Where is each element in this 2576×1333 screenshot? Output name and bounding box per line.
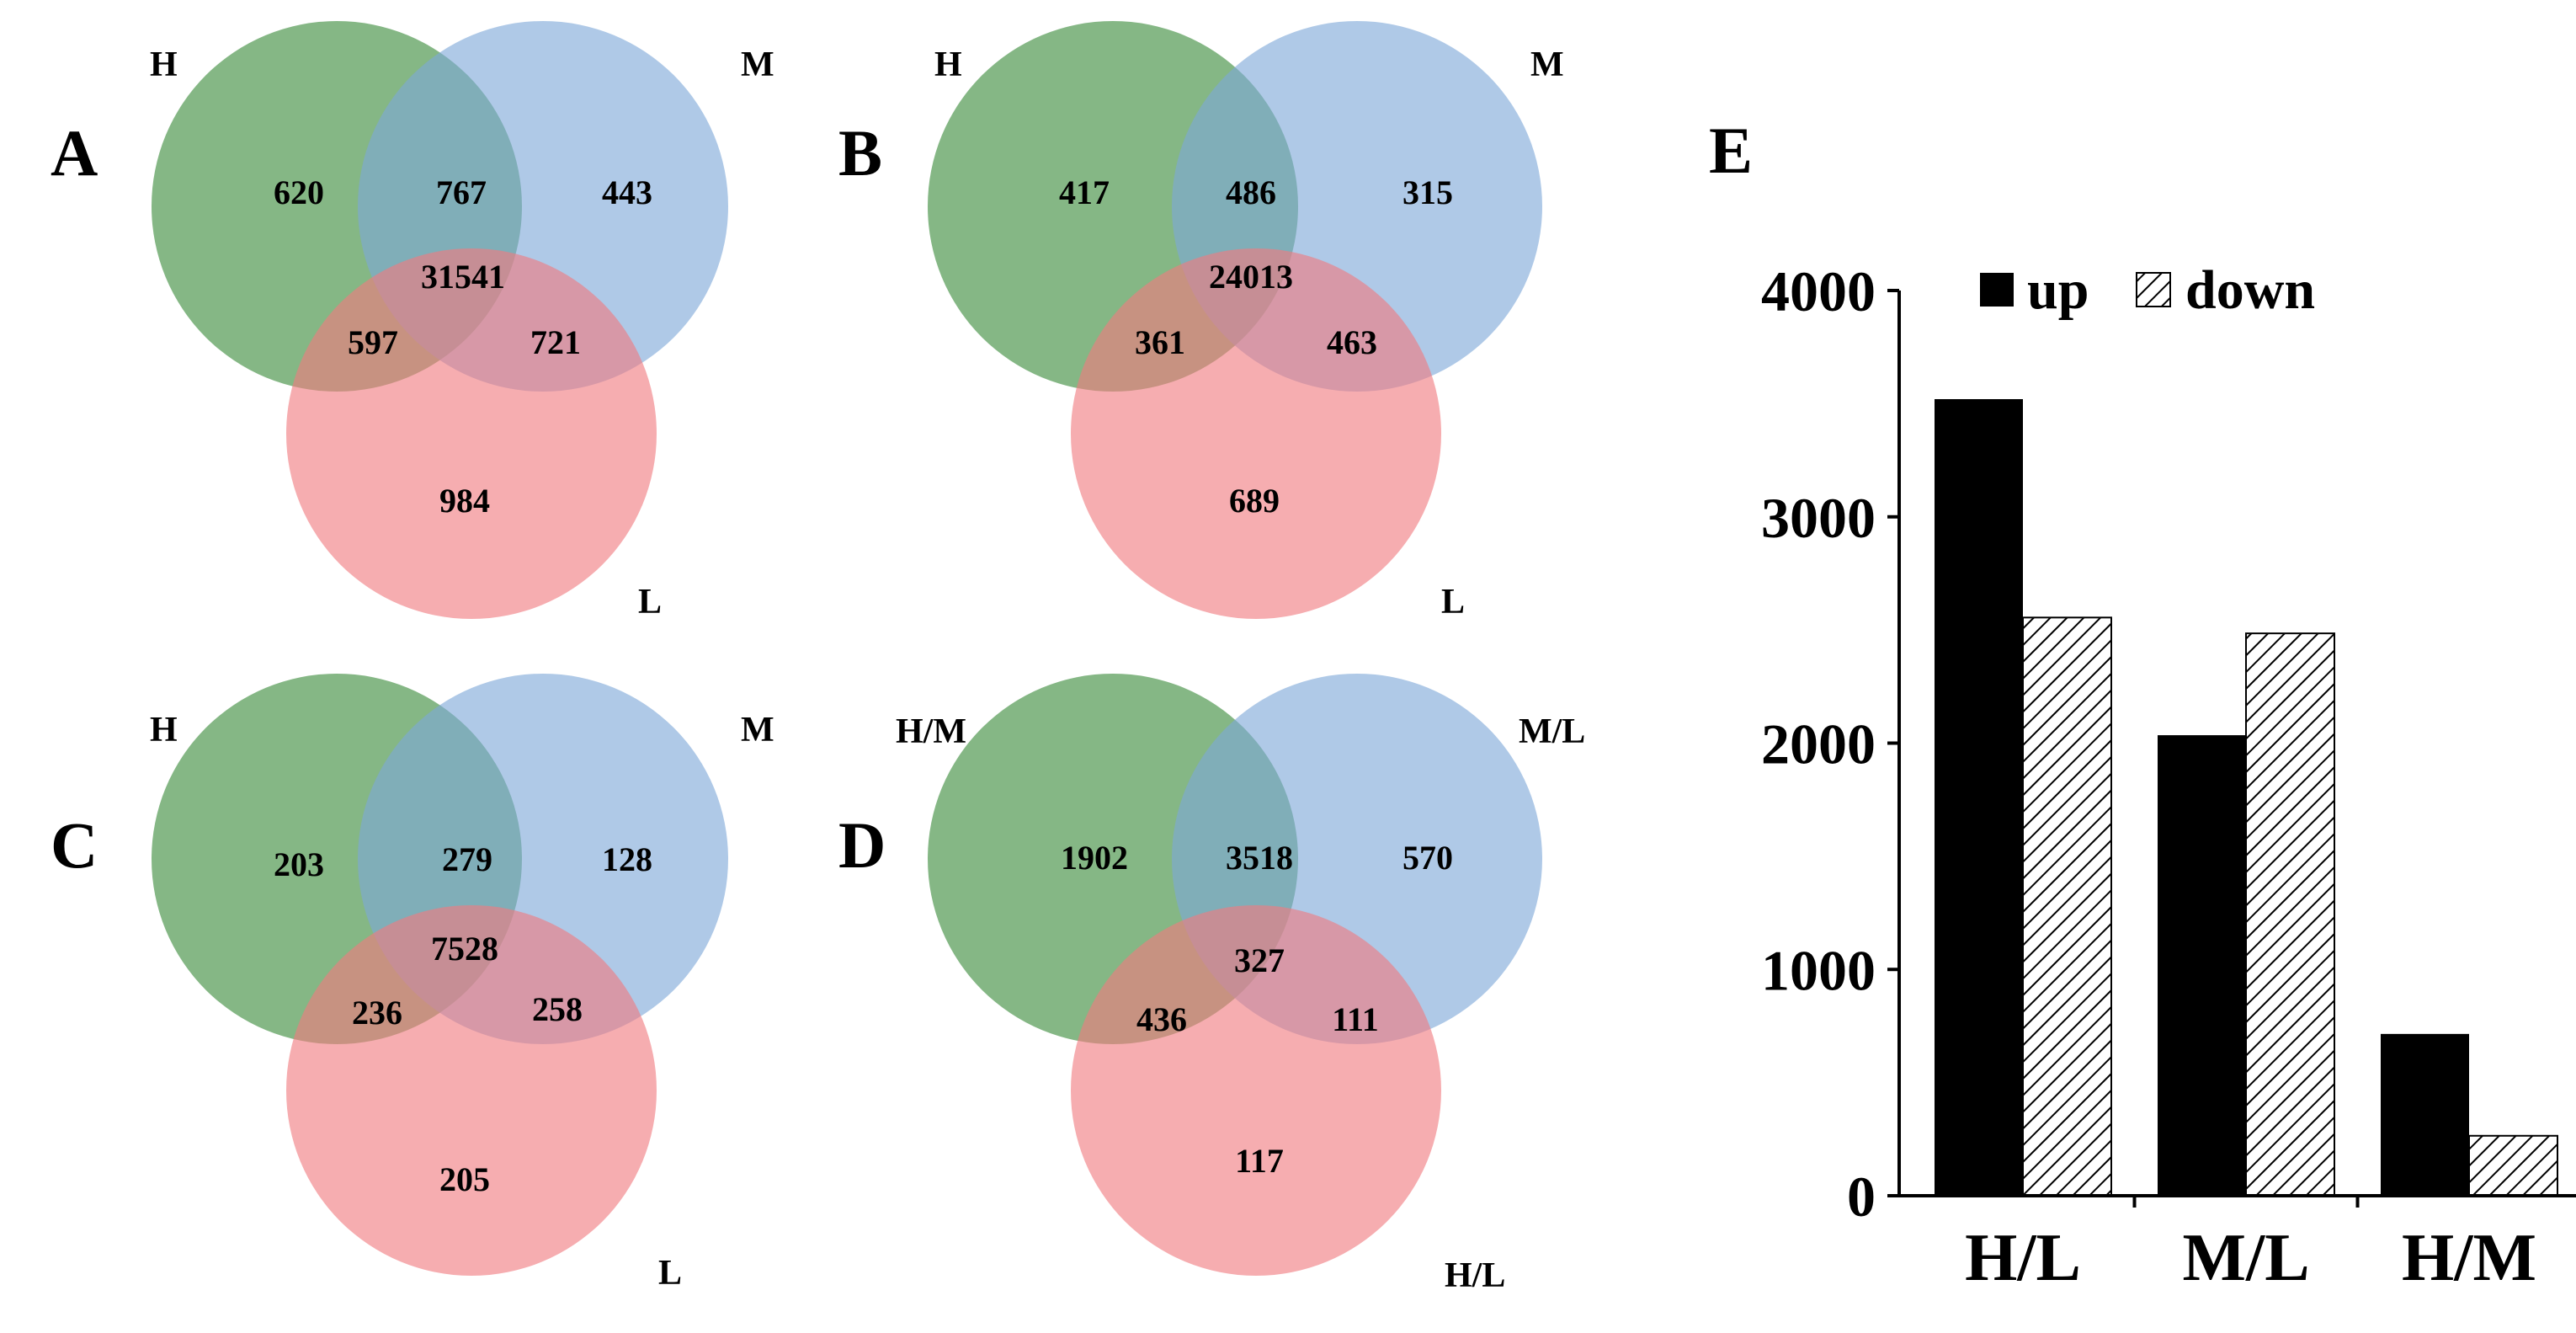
venn-c-m-only: 128 bbox=[602, 840, 652, 878]
bar-up-h-l bbox=[1935, 399, 2023, 1196]
venn-a-label-m: M bbox=[741, 45, 774, 84]
legend-label-down: down bbox=[2185, 259, 2315, 321]
venn-a-h-only: 620 bbox=[274, 173, 324, 211]
venn-c-label-l: L bbox=[658, 1254, 682, 1293]
legend-swatch-down bbox=[2136, 272, 2171, 307]
panel-letter-a: A bbox=[51, 116, 98, 189]
panel-letter-e: E bbox=[1709, 114, 1753, 187]
panel-letter-c: C bbox=[51, 808, 98, 882]
venn-b-l-only: 689 bbox=[1229, 482, 1280, 520]
venn-b-m-only: 315 bbox=[1402, 173, 1453, 211]
bar-up-h-m bbox=[2381, 1033, 2469, 1196]
venn-d-ml-hl: 111 bbox=[1332, 1000, 1379, 1038]
venn-d-hm-ml: 3518 bbox=[1226, 839, 1293, 877]
venn-b-label-m: M bbox=[1530, 45, 1564, 84]
venn-d-label-hl: H/L bbox=[1445, 1256, 1505, 1295]
venn-b-label-l: L bbox=[1441, 583, 1465, 621]
legend-swatch-up bbox=[1980, 273, 2014, 307]
venn-panel-a: A H M L 620 443 984 767 597 721 31541 bbox=[51, 21, 774, 621]
venn-c-hml: 7528 bbox=[431, 930, 498, 968]
panel-letter-d: D bbox=[838, 808, 886, 882]
y-tick-label-1000: 1000 bbox=[1761, 938, 1876, 1002]
venn-a-circle-l bbox=[286, 248, 657, 619]
bar-down-h-m bbox=[2468, 1134, 2558, 1197]
venn-d-hm-only: 1902 bbox=[1061, 839, 1128, 877]
y-tick-label-2000: 2000 bbox=[1761, 712, 1876, 776]
venn-d-hl-only: 117 bbox=[1235, 1142, 1284, 1180]
venn-a-ml: 721 bbox=[530, 323, 581, 361]
bar-up-m-l bbox=[2158, 735, 2246, 1196]
venn-c-hl: 236 bbox=[352, 994, 402, 1032]
venn-a-label-h: H bbox=[150, 45, 178, 84]
bar-down-h-l bbox=[2022, 616, 2112, 1197]
venn-c-hm: 279 bbox=[442, 840, 492, 878]
bar-chart-panel-e: E 0 1000 2000 3000 4000 H/L M/L H/M up down bbox=[1709, 114, 2576, 1295]
venn-a-l-only: 984 bbox=[439, 482, 490, 520]
y-axis-ticks: 0 1000 2000 3000 4000 bbox=[1761, 259, 1899, 1229]
venn-d-hm-hl: 436 bbox=[1136, 1000, 1187, 1038]
venn-panel-d: D H/M M/L H/L 1902 570 117 3518 436 111 … bbox=[838, 674, 1585, 1295]
venn-b-label-h: H bbox=[934, 45, 962, 84]
venn-d-all: 327 bbox=[1234, 941, 1285, 979]
venn-a-m-only: 443 bbox=[602, 173, 652, 211]
venn-b-circle-l bbox=[1071, 248, 1441, 619]
venn-d-label-hm: H/M bbox=[896, 712, 966, 751]
venn-b-hm: 486 bbox=[1226, 173, 1276, 211]
x-tick-label-m-l: M/L bbox=[2182, 1221, 2309, 1295]
bar-group bbox=[1935, 399, 2558, 1197]
venn-panel-b: B H M L 417 315 689 486 361 463 24013 bbox=[838, 21, 1564, 621]
x-tick-label-h-l: H/L bbox=[1965, 1221, 2081, 1295]
y-tick-label-4000: 4000 bbox=[1761, 259, 1876, 323]
x-axis-ticks: H/L M/L H/M bbox=[1965, 1196, 2536, 1295]
venn-panel-c: C H M L 203 128 205 279 236 258 7528 bbox=[51, 674, 774, 1293]
venn-b-hml: 24013 bbox=[1209, 258, 1293, 296]
panel-letter-b: B bbox=[838, 116, 882, 189]
x-tick-label-h-m: H/M bbox=[2402, 1221, 2536, 1295]
venn-c-circle-l bbox=[286, 905, 657, 1276]
venn-c-label-m: M bbox=[741, 711, 774, 749]
legend-label-up: up bbox=[2027, 259, 2089, 321]
venn-b-hl: 361 bbox=[1135, 323, 1185, 361]
venn-d-circle-hl bbox=[1071, 905, 1441, 1276]
venn-c-ml: 258 bbox=[532, 990, 583, 1028]
venn-b-ml: 463 bbox=[1327, 323, 1377, 361]
venn-a-label-l: L bbox=[638, 583, 662, 621]
venn-a-hl: 597 bbox=[348, 323, 398, 361]
venn-c-h-only: 203 bbox=[274, 845, 324, 883]
y-tick-label-0: 0 bbox=[1847, 1165, 1876, 1229]
venn-d-label-ml: M/L bbox=[1519, 712, 1585, 751]
venn-c-label-h: H bbox=[150, 711, 178, 749]
bar-down-m-l bbox=[2245, 632, 2335, 1197]
y-tick-label-3000: 3000 bbox=[1761, 486, 1876, 550]
venn-b-h-only: 417 bbox=[1059, 173, 1110, 211]
venn-c-l-only: 205 bbox=[439, 1160, 490, 1198]
venn-a-hml: 31541 bbox=[421, 258, 505, 296]
legend: up down bbox=[1980, 259, 2315, 321]
venn-a-hm: 767 bbox=[436, 173, 487, 211]
venn-d-ml-only: 570 bbox=[1402, 839, 1453, 877]
